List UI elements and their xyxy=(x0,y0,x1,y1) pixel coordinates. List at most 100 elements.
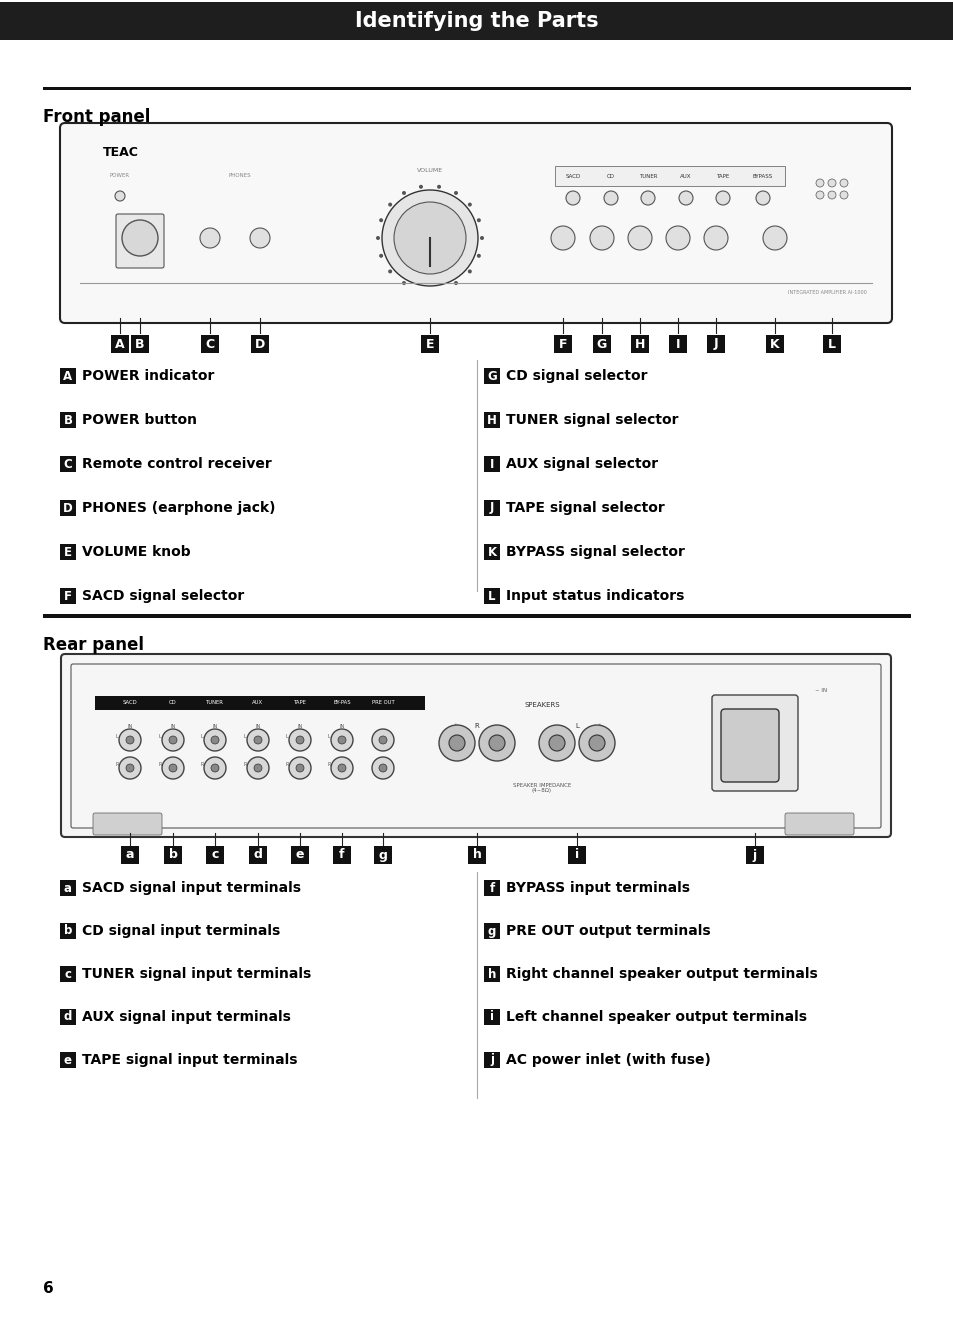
Bar xyxy=(593,335,610,353)
Text: D: D xyxy=(254,337,265,351)
Text: R: R xyxy=(243,763,247,767)
Circle shape xyxy=(126,735,133,743)
Text: a: a xyxy=(126,849,134,862)
Text: PRE OUT: PRE OUT xyxy=(372,700,394,705)
Circle shape xyxy=(375,236,379,240)
Circle shape xyxy=(827,191,835,199)
Circle shape xyxy=(378,219,383,223)
FancyBboxPatch shape xyxy=(71,664,880,828)
Bar xyxy=(483,456,499,472)
Text: I: I xyxy=(489,457,494,471)
Circle shape xyxy=(388,269,392,273)
Circle shape xyxy=(169,764,177,772)
Circle shape xyxy=(815,179,823,187)
Circle shape xyxy=(479,236,483,240)
Text: BY-PAS: BY-PAS xyxy=(333,700,351,705)
Circle shape xyxy=(603,191,618,206)
Circle shape xyxy=(840,191,847,199)
Circle shape xyxy=(436,185,440,188)
Bar xyxy=(60,966,76,982)
Text: +: + xyxy=(452,724,457,729)
Circle shape xyxy=(840,179,847,187)
Text: Right channel speaker output terminals: Right channel speaker output terminals xyxy=(505,967,817,981)
FancyBboxPatch shape xyxy=(720,709,779,782)
Bar xyxy=(483,923,499,938)
Text: C: C xyxy=(205,337,214,351)
Bar xyxy=(554,335,572,353)
Text: i: i xyxy=(575,849,578,862)
Text: G: G xyxy=(597,337,606,351)
Text: R: R xyxy=(285,763,289,767)
Bar xyxy=(111,335,129,353)
Bar xyxy=(60,500,76,517)
Circle shape xyxy=(115,191,125,202)
Circle shape xyxy=(489,735,504,751)
Text: SACD: SACD xyxy=(123,700,137,705)
FancyBboxPatch shape xyxy=(116,214,164,268)
Circle shape xyxy=(331,729,353,751)
Text: CD: CD xyxy=(169,700,176,705)
Bar xyxy=(201,335,219,353)
Text: SPEAKERS: SPEAKERS xyxy=(523,702,559,708)
Circle shape xyxy=(331,757,353,779)
Text: f: f xyxy=(339,849,344,862)
Text: Remote control receiver: Remote control receiver xyxy=(82,457,272,471)
Bar xyxy=(745,846,763,865)
Text: R: R xyxy=(475,724,478,729)
Circle shape xyxy=(378,764,387,772)
Circle shape xyxy=(381,190,477,286)
Text: +: + xyxy=(596,724,601,729)
Text: H: H xyxy=(487,414,497,427)
Text: IN: IN xyxy=(297,724,302,729)
Bar xyxy=(483,544,499,560)
Text: -: - xyxy=(497,724,499,729)
Circle shape xyxy=(476,254,480,258)
Circle shape xyxy=(378,254,383,258)
Bar xyxy=(121,846,139,865)
Text: J: J xyxy=(713,337,718,351)
Bar xyxy=(60,588,76,604)
Bar xyxy=(420,335,438,353)
Circle shape xyxy=(640,191,655,206)
Text: TUNER signal input terminals: TUNER signal input terminals xyxy=(82,967,311,981)
Text: E: E xyxy=(64,546,71,559)
Circle shape xyxy=(247,757,269,779)
Circle shape xyxy=(169,735,177,743)
Bar xyxy=(483,880,499,896)
Text: g: g xyxy=(378,849,387,862)
Circle shape xyxy=(200,228,220,248)
Text: R: R xyxy=(158,763,161,767)
Text: SACD: SACD xyxy=(565,174,580,178)
Text: TAPE: TAPE xyxy=(294,700,306,705)
Circle shape xyxy=(388,203,392,207)
Bar xyxy=(765,335,783,353)
Text: L: L xyxy=(243,734,246,739)
Text: TUNER: TUNER xyxy=(206,700,224,705)
Text: SACD signal selector: SACD signal selector xyxy=(82,589,244,604)
Text: IN: IN xyxy=(255,724,260,729)
Bar xyxy=(60,880,76,896)
Text: IN: IN xyxy=(171,724,175,729)
Text: TUNER: TUNER xyxy=(639,174,657,178)
Circle shape xyxy=(119,757,141,779)
Circle shape xyxy=(372,729,394,751)
Text: AUX: AUX xyxy=(679,174,691,178)
Circle shape xyxy=(337,735,346,743)
Circle shape xyxy=(755,191,769,206)
Bar xyxy=(43,87,910,90)
Circle shape xyxy=(418,185,422,188)
Bar xyxy=(60,456,76,472)
Circle shape xyxy=(122,220,158,256)
FancyBboxPatch shape xyxy=(784,813,853,836)
Circle shape xyxy=(815,191,823,199)
Text: AUX signal selector: AUX signal selector xyxy=(505,457,658,471)
Text: R: R xyxy=(200,763,204,767)
Bar xyxy=(483,368,499,384)
Circle shape xyxy=(588,735,604,751)
Text: h: h xyxy=(487,967,496,981)
Text: j: j xyxy=(752,849,757,862)
Text: Front panel: Front panel xyxy=(43,108,151,127)
Circle shape xyxy=(578,725,615,760)
Circle shape xyxy=(476,219,480,223)
Circle shape xyxy=(467,269,472,273)
